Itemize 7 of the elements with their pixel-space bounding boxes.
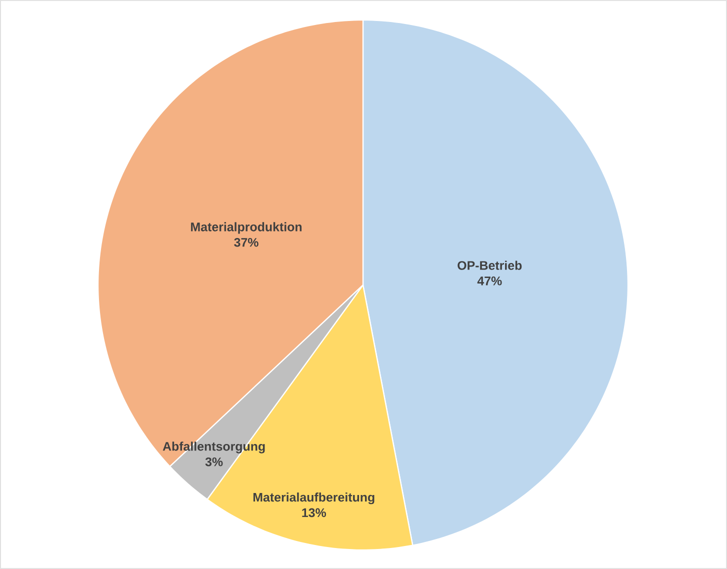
slice-label: Materialproduktion xyxy=(191,222,302,234)
data-label: 3% xyxy=(205,457,223,466)
data-label: 37% xyxy=(234,238,258,247)
data-label: 47% xyxy=(477,276,502,286)
data-label: 13% xyxy=(302,508,326,518)
slice-label: OP-Betrieb xyxy=(458,260,522,270)
slice-label: Materialaufbereitung xyxy=(253,492,374,504)
